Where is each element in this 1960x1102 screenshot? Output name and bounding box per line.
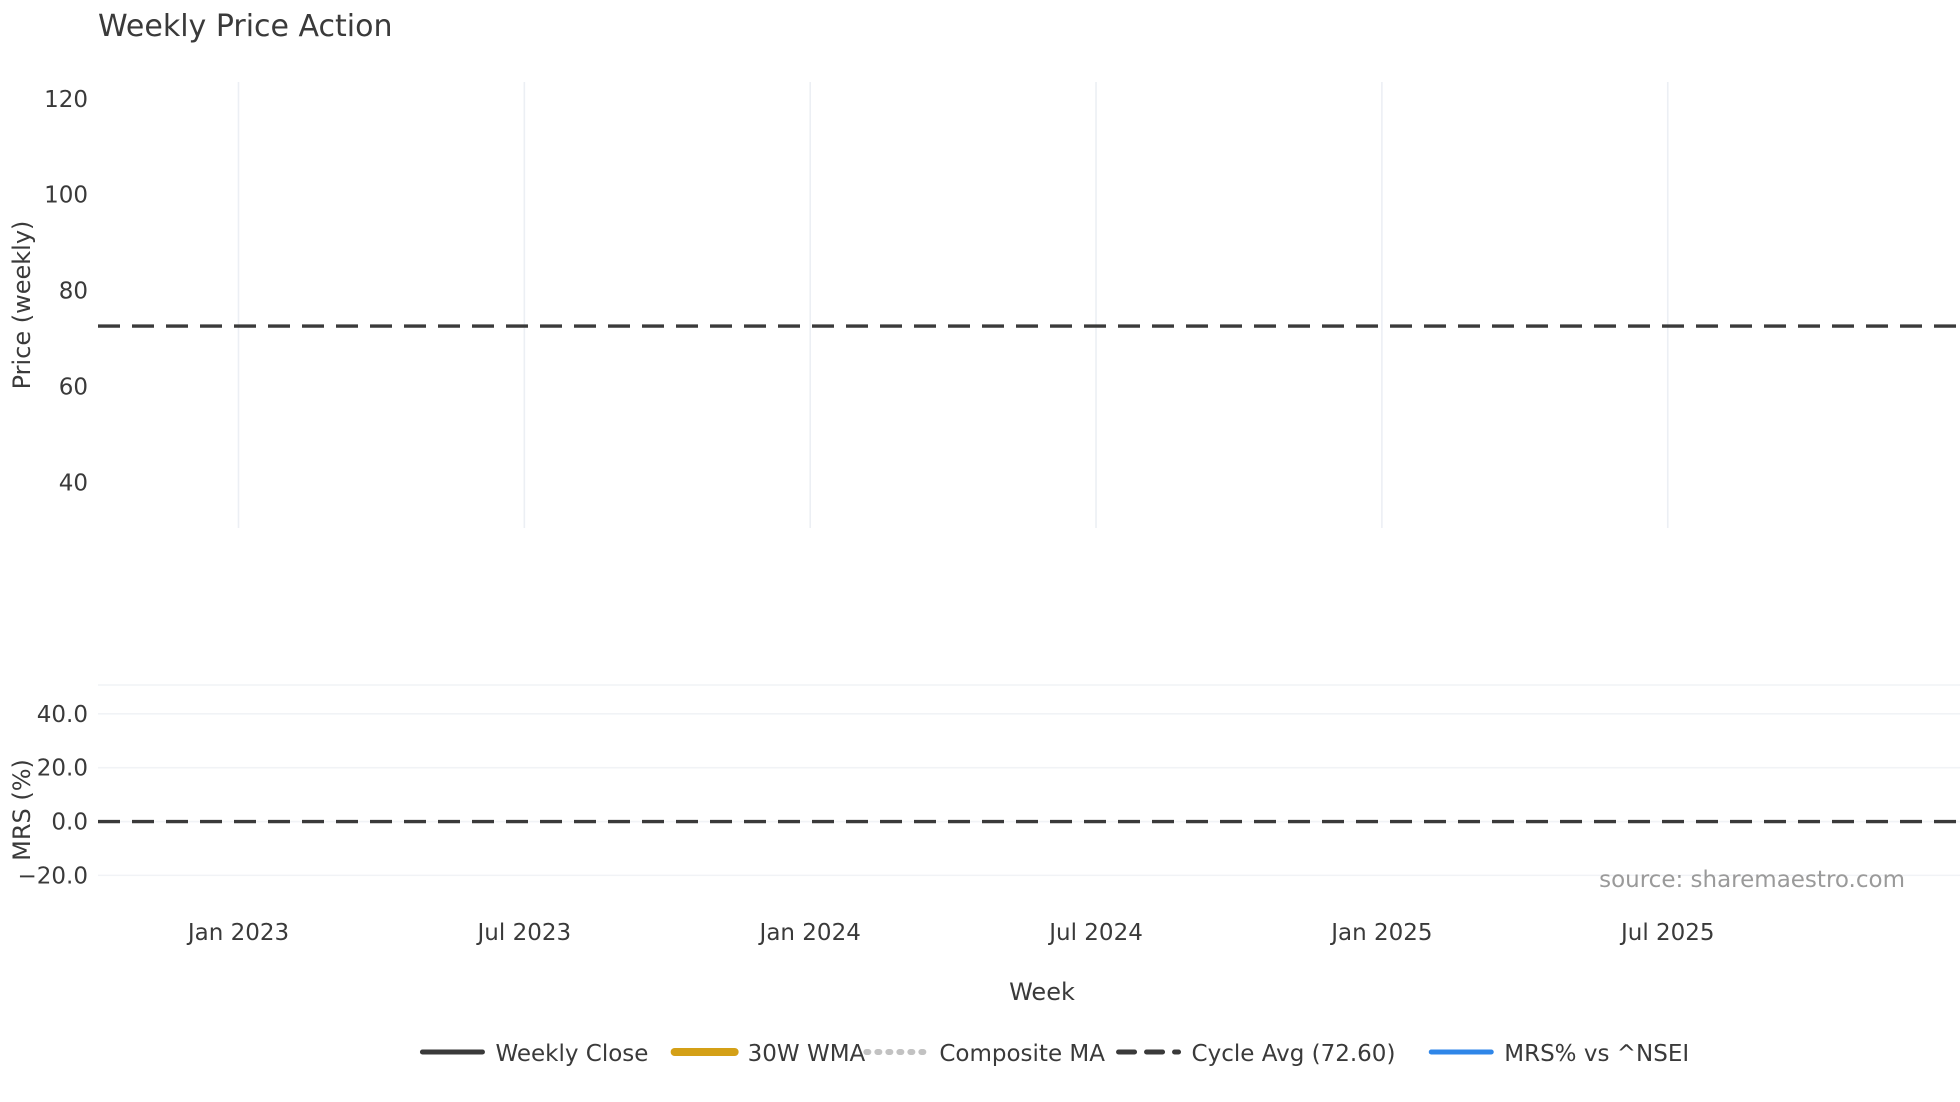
mrs-ytick-1: 0.0: [51, 810, 88, 836]
mrs-panel: −20.0 0.0 20.0 40.0 MRS (%) source: sharema…: [8, 685, 1960, 893]
mrs-ytick-2: 20.0: [37, 756, 88, 782]
price-panel: 40 60 80 100 120 Price (weekly): [8, 82, 1960, 528]
x-tick-jul-2024: Jul 2024: [1047, 920, 1143, 946]
x-axis-label: Week: [1009, 978, 1075, 1006]
chart-legend: Weekly Close 30W WMA Composite MA Cycle Avg…: [419, 1041, 1689, 1067]
x-axis-tick-labels: Jan 2023 Jul 2023 Jan 2024 Jul 2024 Jan 2025…: [186, 920, 1715, 946]
mrs-ytick-0: −20.0: [18, 863, 88, 889]
legend-label-weekly-close[interactable]: Weekly Close: [495, 1041, 648, 1067]
price-ytick-120: 120: [44, 87, 88, 113]
x-tick-jul-2023: Jul 2023: [476, 920, 572, 946]
mrs-horizontal-gridlines: [98, 684, 1960, 877]
x-tick-jan-2024: Jan 2024: [758, 920, 861, 946]
mrs-y-tick-labels: −20.0 0.0 20.0 40.0: [18, 702, 88, 890]
chart-title: Weekly Price Action: [98, 9, 393, 44]
price-y-tick-labels: 40 60 80 100 120: [44, 87, 88, 497]
price-ytick-60: 60: [59, 375, 88, 401]
legend-label-composite-ma[interactable]: Composite MA: [939, 1041, 1105, 1067]
legend-label-cycle-avg-72-60[interactable]: Cycle Avg (72.60): [1192, 1041, 1396, 1067]
price-ytick-100: 100: [44, 183, 88, 209]
legend-label-mrs-vs-nsei[interactable]: MRS% vs ^NSEI: [1504, 1041, 1689, 1067]
price-vertical-gridlines: [237, 82, 1669, 528]
price-ytick-40: 40: [59, 470, 88, 496]
x-tick-jan-2023: Jan 2023: [186, 920, 289, 946]
price-ytick-80: 80: [59, 279, 88, 305]
x-tick-jul-2025: Jul 2025: [1619, 920, 1715, 946]
mrs-ytick-3: 40.0: [37, 702, 88, 728]
x-tick-jan-2025: Jan 2025: [1329, 920, 1432, 946]
legend-label-30w-wma[interactable]: 30W WMA: [748, 1041, 866, 1067]
price-axis-label: Price (weekly): [8, 221, 36, 390]
mrs-axis-label: MRS (%): [8, 759, 36, 861]
source-watermark: source: sharemaestro.com: [1599, 867, 1905, 893]
